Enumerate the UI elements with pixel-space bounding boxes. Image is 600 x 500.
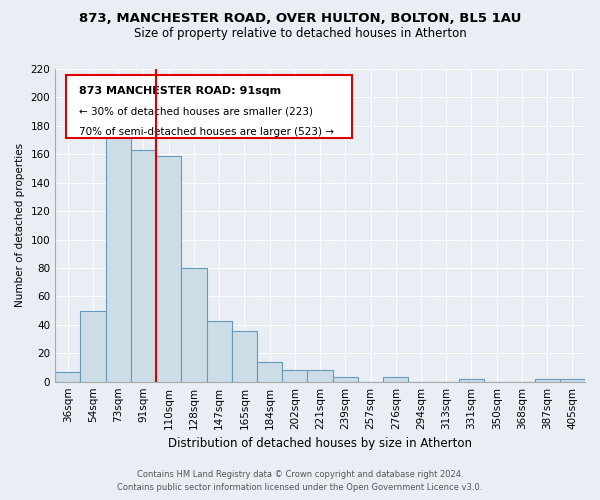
Bar	[106, 136, 131, 382]
Bar	[156, 156, 181, 382]
Bar	[55, 372, 80, 382]
Text: ← 30% of detached houses are smaller (223): ← 30% of detached houses are smaller (22…	[79, 106, 313, 117]
Text: Contains HM Land Registry data © Crown copyright and database right 2024.
Contai: Contains HM Land Registry data © Crown c…	[118, 470, 482, 492]
Text: 873 MANCHESTER ROAD: 91sqm: 873 MANCHESTER ROAD: 91sqm	[79, 86, 281, 96]
Bar	[206, 320, 232, 382]
Bar	[80, 310, 106, 382]
Y-axis label: Number of detached properties: Number of detached properties	[15, 144, 25, 308]
X-axis label: Distribution of detached houses by size in Atherton: Distribution of detached houses by size …	[168, 437, 472, 450]
Bar	[181, 268, 206, 382]
Text: Size of property relative to detached houses in Atherton: Size of property relative to detached ho…	[134, 28, 466, 40]
Bar	[232, 330, 257, 382]
Bar	[560, 379, 585, 382]
Bar	[383, 378, 409, 382]
FancyBboxPatch shape	[66, 76, 352, 138]
Bar	[282, 370, 307, 382]
Bar	[332, 378, 358, 382]
Text: 873, MANCHESTER ROAD, OVER HULTON, BOLTON, BL5 1AU: 873, MANCHESTER ROAD, OVER HULTON, BOLTO…	[79, 12, 521, 26]
Bar	[131, 150, 156, 382]
Bar	[307, 370, 332, 382]
Bar	[459, 379, 484, 382]
Bar	[257, 362, 282, 382]
Bar	[535, 379, 560, 382]
Text: 70% of semi-detached houses are larger (523) →: 70% of semi-detached houses are larger (…	[79, 127, 334, 137]
